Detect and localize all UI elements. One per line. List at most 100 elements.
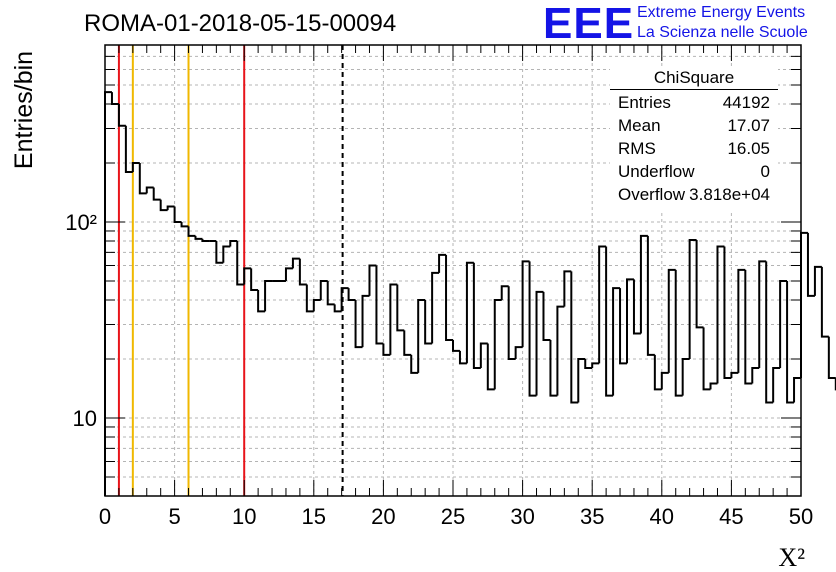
histogram-bin xyxy=(806,232,815,297)
eee-logo-mark: EEE xyxy=(543,0,635,48)
histogram-bin xyxy=(438,253,447,273)
histogram-bin xyxy=(215,240,224,264)
histogram-bin xyxy=(173,206,182,224)
histogram-bin xyxy=(486,343,495,391)
histogram-bin xyxy=(584,359,593,369)
histogram-bin xyxy=(813,265,822,296)
histogram-bin xyxy=(257,289,266,313)
histogram-bin xyxy=(632,279,641,335)
histogram-bin xyxy=(452,340,460,352)
histogram-bin xyxy=(507,286,516,361)
stat-label: Overflow xyxy=(618,185,686,204)
histogram-bin xyxy=(709,382,718,390)
histogram-bin xyxy=(772,366,781,403)
stats-box: ChiSquare Entries 44192 Mean 17.07 RMS 1… xyxy=(610,66,778,210)
histogram-bin xyxy=(458,350,467,365)
histogram-bin xyxy=(368,264,377,296)
x-axis-label: X² xyxy=(778,543,805,572)
histogram-bin xyxy=(667,268,676,373)
stat-value: 17.07 xyxy=(727,116,770,135)
histogram-bin xyxy=(528,261,537,397)
histogram-bin xyxy=(619,288,627,365)
histogram-bin xyxy=(542,291,551,342)
histogram-bin xyxy=(152,187,161,201)
histogram-bin xyxy=(598,245,607,364)
histogram-bin xyxy=(389,283,398,355)
stat-label: Mean xyxy=(618,116,661,135)
x-tick-label: 25 xyxy=(441,504,465,529)
histogram-bin xyxy=(124,125,133,173)
histogram-bin xyxy=(723,246,732,379)
x-tick-label: 50 xyxy=(789,504,813,529)
histogram-bin xyxy=(431,271,440,344)
histogram-bin xyxy=(312,299,321,312)
axes-layer xyxy=(104,44,802,497)
x-tick-label: 20 xyxy=(371,504,395,529)
histogram-bin xyxy=(417,299,426,373)
histogram-bin xyxy=(660,371,669,390)
histogram-bin xyxy=(626,278,634,364)
histogram-bin xyxy=(403,330,412,356)
histogram-bin xyxy=(653,354,662,391)
stat-value: 0 xyxy=(760,162,770,181)
histogram-bin xyxy=(521,260,530,348)
stat-row-overflow: Overflow 3.818e+04 xyxy=(618,185,770,207)
histogram-bin xyxy=(500,285,509,301)
histogram-bin xyxy=(779,280,788,368)
stat-row-entries: Entries 44192 xyxy=(618,93,770,115)
stat-label: RMS xyxy=(618,139,656,158)
histogram-bin xyxy=(236,240,245,286)
x-tick-label: 35 xyxy=(580,504,604,529)
stat-row-mean: Mean 17.07 xyxy=(618,116,770,138)
histogram-bin xyxy=(786,281,795,404)
histogram-bin xyxy=(465,261,474,364)
logo-subtitle-2: La Scienza nelle Scuole xyxy=(637,24,808,41)
histogram-bin xyxy=(556,305,565,396)
stats-divider xyxy=(610,89,778,90)
histogram-bin xyxy=(284,267,293,282)
histogram-bin xyxy=(159,199,168,212)
marker-lines-layer xyxy=(117,45,344,496)
tick-labels-layer: 0 5 10 15 20 25 30 35 40 45 50 10 10² xyxy=(65,210,813,529)
stat-label: Underflow xyxy=(618,162,695,181)
histogram-bin xyxy=(347,288,356,302)
histogram-bin xyxy=(229,239,238,247)
histogram-bin xyxy=(800,231,808,378)
histogram-bin xyxy=(180,222,189,228)
histogram-bin xyxy=(187,226,196,237)
x-tick-label: 10 xyxy=(232,504,256,529)
histogram-bin xyxy=(110,92,119,106)
histogram-bin xyxy=(333,304,342,313)
x-tick-label: 5 xyxy=(168,504,180,529)
histogram-bin xyxy=(166,205,175,211)
histogram-bin xyxy=(570,271,579,404)
histogram-bin xyxy=(535,290,544,396)
histogram-bin xyxy=(716,245,725,384)
histogram-bin xyxy=(577,358,586,403)
stats-title: ChiSquare xyxy=(653,68,735,87)
histogram-bin xyxy=(194,235,203,240)
run-title: ROMA-01-2018-05-15-00094 xyxy=(84,10,397,37)
histogram-bin xyxy=(305,284,314,313)
histogram-bin xyxy=(375,265,384,345)
histogram-bin xyxy=(479,342,488,368)
histogram-bin xyxy=(793,376,801,403)
histogram-bin xyxy=(445,254,453,342)
histogram-bin xyxy=(820,266,829,338)
histogram-bin xyxy=(674,269,683,397)
stat-value: 16.05 xyxy=(727,139,770,158)
stat-row-rms: RMS 16.05 xyxy=(618,139,770,161)
histogram-bin xyxy=(688,238,697,360)
histogram-bin xyxy=(145,186,154,194)
histogram-bin xyxy=(563,270,572,307)
histogram-bin xyxy=(493,299,502,390)
histogram-bin xyxy=(361,294,370,348)
histogram-bin xyxy=(514,346,523,360)
stat-row-underflow: Underflow 0 xyxy=(618,162,770,184)
histogram-bin xyxy=(744,269,753,385)
histogram-bin xyxy=(326,281,335,306)
histogram-bin xyxy=(605,246,614,397)
histogram-bin xyxy=(354,300,363,349)
histogram-bin xyxy=(138,163,147,195)
histogram-bin xyxy=(702,327,711,391)
